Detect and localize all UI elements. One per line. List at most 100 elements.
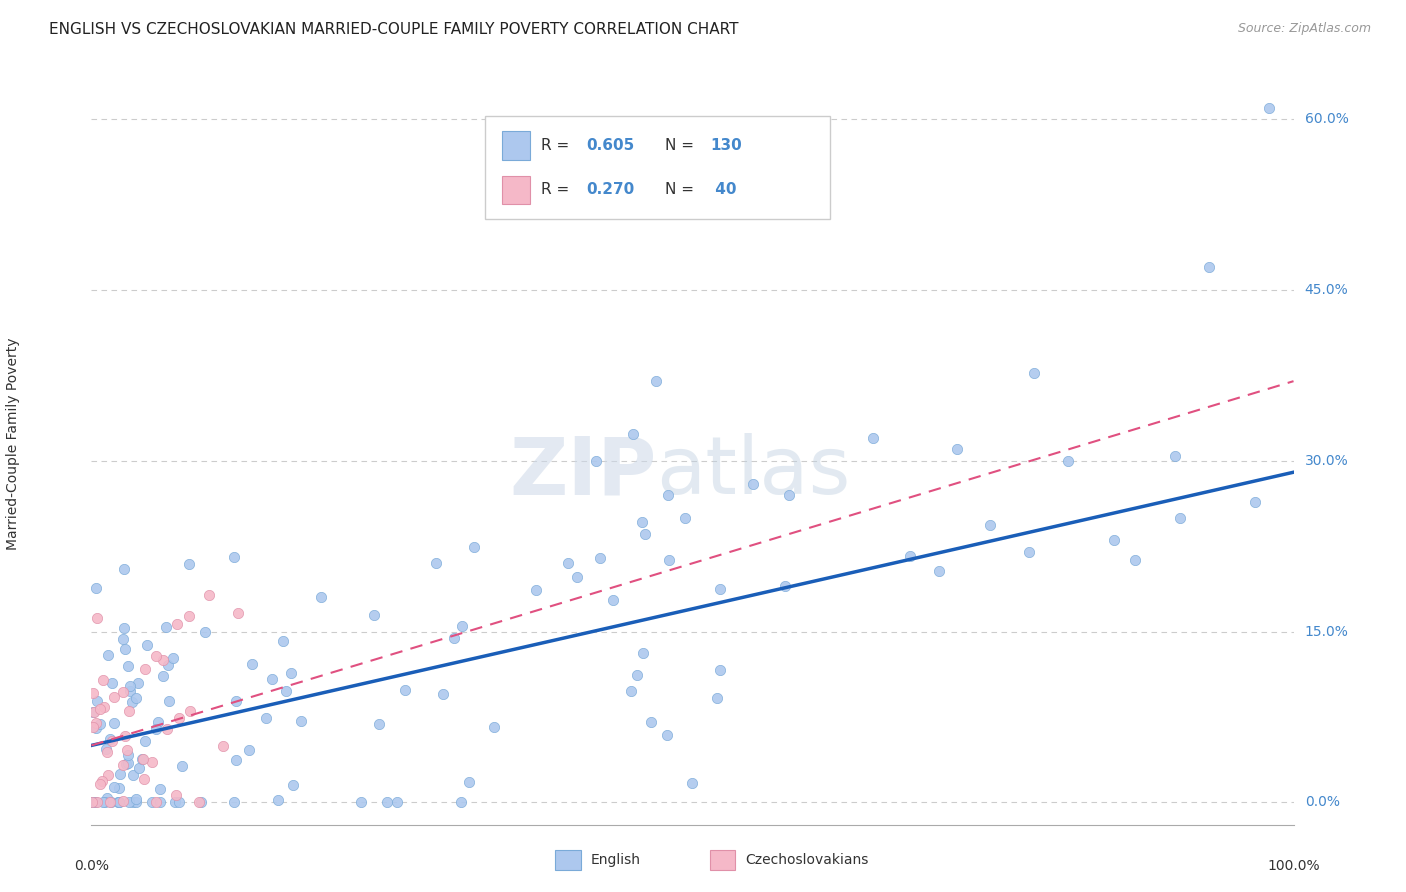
Point bbox=[96, 746, 118, 760]
Point bbox=[84, 795, 107, 809]
Point bbox=[93, 795, 115, 809]
Text: 30.0%: 30.0% bbox=[1305, 454, 1348, 467]
Point bbox=[82, 686, 104, 700]
Point bbox=[898, 549, 921, 563]
Point bbox=[118, 679, 141, 693]
Point bbox=[89, 702, 111, 716]
Point bbox=[141, 795, 163, 809]
Point bbox=[117, 659, 139, 673]
Point bbox=[134, 734, 156, 748]
Point bbox=[741, 476, 763, 491]
Point bbox=[114, 729, 136, 743]
Point bbox=[156, 657, 179, 672]
Point bbox=[226, 607, 249, 621]
Text: 130: 130 bbox=[710, 138, 742, 153]
Point bbox=[98, 795, 121, 809]
Point bbox=[86, 694, 108, 708]
Point bbox=[125, 690, 148, 705]
Point bbox=[524, 583, 547, 598]
Point bbox=[179, 609, 201, 624]
Point bbox=[112, 685, 135, 699]
Point bbox=[96, 648, 118, 662]
Point bbox=[1198, 260, 1220, 275]
Text: N =: N = bbox=[665, 138, 699, 153]
Point bbox=[309, 590, 332, 604]
Point bbox=[86, 795, 108, 809]
Point bbox=[626, 668, 648, 682]
Point bbox=[118, 705, 141, 719]
Point bbox=[108, 795, 131, 809]
Point bbox=[946, 442, 969, 457]
Point bbox=[367, 716, 389, 731]
Point bbox=[862, 431, 884, 445]
Text: 100.0%: 100.0% bbox=[1267, 859, 1320, 873]
Point bbox=[107, 795, 129, 809]
Point bbox=[134, 662, 156, 676]
Text: ZIP: ZIP bbox=[509, 434, 657, 511]
Point bbox=[222, 549, 245, 564]
Point bbox=[80, 795, 103, 809]
Point bbox=[1123, 553, 1146, 567]
Point bbox=[131, 752, 153, 766]
Point bbox=[128, 760, 150, 774]
Point bbox=[681, 776, 703, 790]
Point bbox=[350, 795, 373, 809]
Point bbox=[149, 795, 172, 809]
Text: English: English bbox=[591, 853, 641, 867]
Point bbox=[443, 631, 465, 645]
Point bbox=[132, 751, 155, 765]
Point bbox=[115, 756, 138, 771]
Text: 15.0%: 15.0% bbox=[1305, 624, 1348, 639]
Point bbox=[145, 795, 167, 809]
Point bbox=[121, 695, 143, 709]
Point bbox=[141, 756, 163, 770]
Point bbox=[928, 564, 950, 578]
Point bbox=[80, 795, 103, 809]
Point bbox=[91, 673, 114, 688]
Point bbox=[432, 687, 454, 701]
Point bbox=[127, 676, 149, 690]
Point bbox=[212, 739, 235, 753]
Point bbox=[125, 795, 148, 809]
Point bbox=[463, 541, 485, 555]
Point bbox=[162, 651, 184, 665]
Point bbox=[112, 621, 135, 635]
Point bbox=[110, 767, 132, 781]
Point bbox=[163, 795, 186, 809]
Point bbox=[112, 562, 135, 576]
Point bbox=[94, 742, 117, 756]
Point bbox=[673, 511, 696, 525]
Point bbox=[1244, 494, 1267, 508]
Point bbox=[645, 374, 668, 388]
Point bbox=[93, 700, 115, 714]
Point bbox=[274, 683, 297, 698]
Point bbox=[115, 743, 138, 757]
Point bbox=[118, 795, 141, 809]
Text: R =: R = bbox=[541, 138, 575, 153]
Point bbox=[187, 795, 209, 809]
Point bbox=[86, 715, 108, 730]
Point bbox=[271, 634, 294, 648]
Point bbox=[94, 795, 117, 809]
Point bbox=[1024, 366, 1046, 380]
Point bbox=[602, 592, 624, 607]
Point bbox=[165, 788, 187, 802]
Point bbox=[458, 775, 481, 789]
Point bbox=[167, 711, 190, 725]
Point bbox=[979, 517, 1001, 532]
Point bbox=[621, 427, 644, 442]
Point bbox=[97, 767, 120, 781]
Point bbox=[657, 488, 679, 502]
Text: atlas: atlas bbox=[657, 434, 851, 511]
Text: R =: R = bbox=[541, 183, 575, 197]
Point bbox=[557, 556, 579, 570]
Point bbox=[655, 728, 678, 742]
Point bbox=[112, 794, 135, 808]
Point bbox=[190, 795, 212, 809]
Point bbox=[122, 795, 145, 809]
Point bbox=[103, 690, 125, 705]
Text: Married-Couple Family Poverty: Married-Couple Family Poverty bbox=[6, 337, 20, 550]
Point bbox=[631, 515, 654, 529]
Point bbox=[82, 705, 104, 719]
Point bbox=[155, 620, 177, 634]
